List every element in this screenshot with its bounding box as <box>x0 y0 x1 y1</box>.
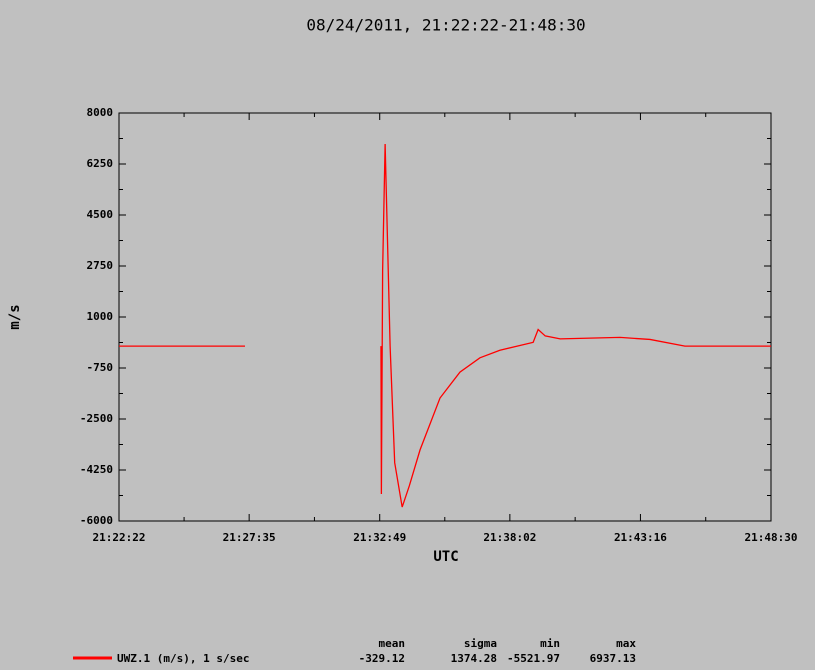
y-tick-label: -4250 <box>80 463 113 476</box>
stat-label: min <box>540 637 560 650</box>
data-line <box>119 143 771 508</box>
stat-value: 6937.13 <box>590 652 636 665</box>
stat-label: max <box>616 637 636 650</box>
stat-value: 1374.28 <box>451 652 497 665</box>
y-tick-label: 8000 <box>87 106 114 119</box>
x-tick-label: 21:22:22 <box>93 531 146 544</box>
x-tick-label: 21:48:30 <box>745 531 798 544</box>
y-tick-label: 6250 <box>87 157 114 170</box>
legend-label: UWZ.1 (m/s), 1 s/sec <box>117 652 249 665</box>
x-tick-label: 21:38:02 <box>483 531 536 544</box>
y-tick-label: -2500 <box>80 412 113 425</box>
x-tick-label: 21:32:49 <box>353 531 406 544</box>
x-tick-label: 21:27:35 <box>223 531 276 544</box>
x-tick-label: 21:43:16 <box>614 531 667 544</box>
y-tick-label: -6000 <box>80 514 113 527</box>
stat-value: -329.12 <box>359 652 405 665</box>
stat-label: sigma <box>464 637 497 650</box>
stat-value: -5521.97 <box>507 652 560 665</box>
y-tick-label: -750 <box>87 361 114 374</box>
y-tick-label: 1000 <box>87 310 114 323</box>
y-axis-label: m/s <box>7 304 23 329</box>
y-tick-label: 4500 <box>87 208 114 221</box>
plot-frame <box>118 112 772 522</box>
stat-label: mean <box>379 637 406 650</box>
chart-title: 08/24/2011, 21:22:22-21:48:30 <box>306 16 585 35</box>
x-axis-label: UTC <box>433 549 458 565</box>
y-tick-label: 2750 <box>87 259 114 272</box>
